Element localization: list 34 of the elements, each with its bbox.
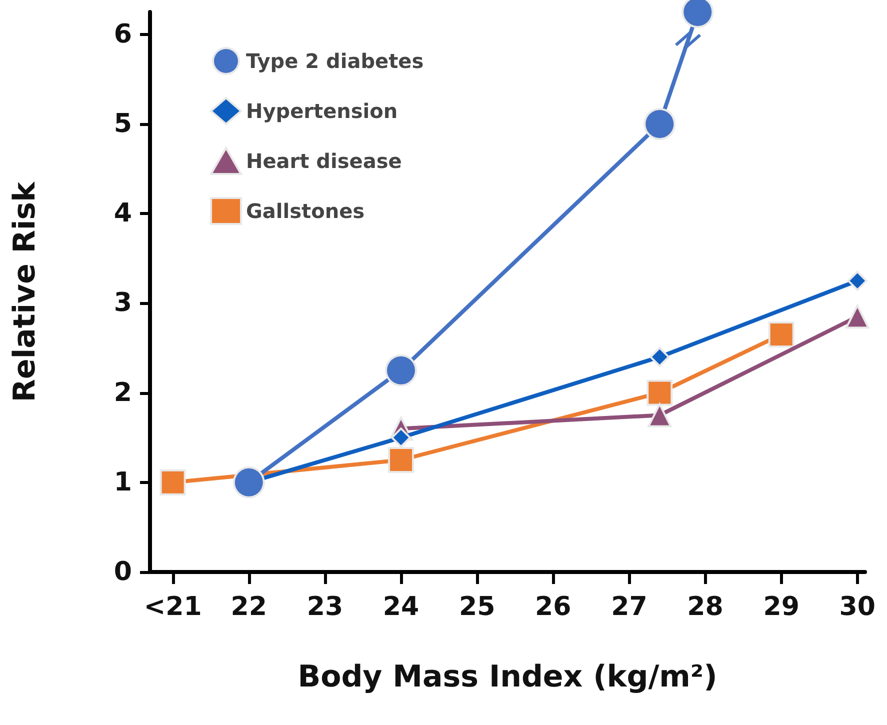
legend-label: Type 2 diabetes: [246, 49, 424, 73]
x-tick-label: 25: [458, 592, 496, 622]
point: [845, 304, 870, 329]
x-tick-label: 24: [382, 592, 420, 622]
legend-label: Heart disease: [246, 149, 402, 173]
y-tick-label: 5: [114, 109, 132, 139]
y-axis-title: Relative Risk: [8, 180, 42, 402]
point: [646, 380, 673, 406]
x-tick-label: 29: [763, 592, 800, 622]
point: [644, 108, 676, 140]
legend-label: Gallstones: [246, 199, 365, 223]
point: [160, 469, 186, 496]
x-axis-title: Body Mass Index (kg/m²): [298, 660, 718, 694]
point: [232, 466, 265, 498]
x-tick-label: 27: [611, 592, 648, 622]
y-tick-label: 2: [114, 378, 132, 408]
y-tick-label: 0: [114, 557, 132, 587]
point: [385, 354, 418, 386]
y-tick-label: 4: [114, 198, 132, 229]
y-tick-label: 6: [114, 19, 132, 50]
x-tick-label: 28: [687, 592, 724, 622]
point: [847, 270, 868, 291]
x-tick-label: 30: [839, 592, 876, 622]
x-tick-label: 22: [230, 592, 267, 622]
point: [388, 447, 414, 473]
point: [650, 346, 670, 367]
legend-label: Hypertension: [246, 99, 398, 123]
point: [648, 403, 672, 428]
y-tick-label: 3: [114, 288, 132, 318]
x-tick-label: 26: [535, 592, 572, 622]
x-tick-label: <21: [144, 592, 202, 622]
x-tick-label: 23: [306, 592, 344, 622]
point: [768, 322, 794, 348]
y-tick-label: 1: [114, 467, 132, 498]
